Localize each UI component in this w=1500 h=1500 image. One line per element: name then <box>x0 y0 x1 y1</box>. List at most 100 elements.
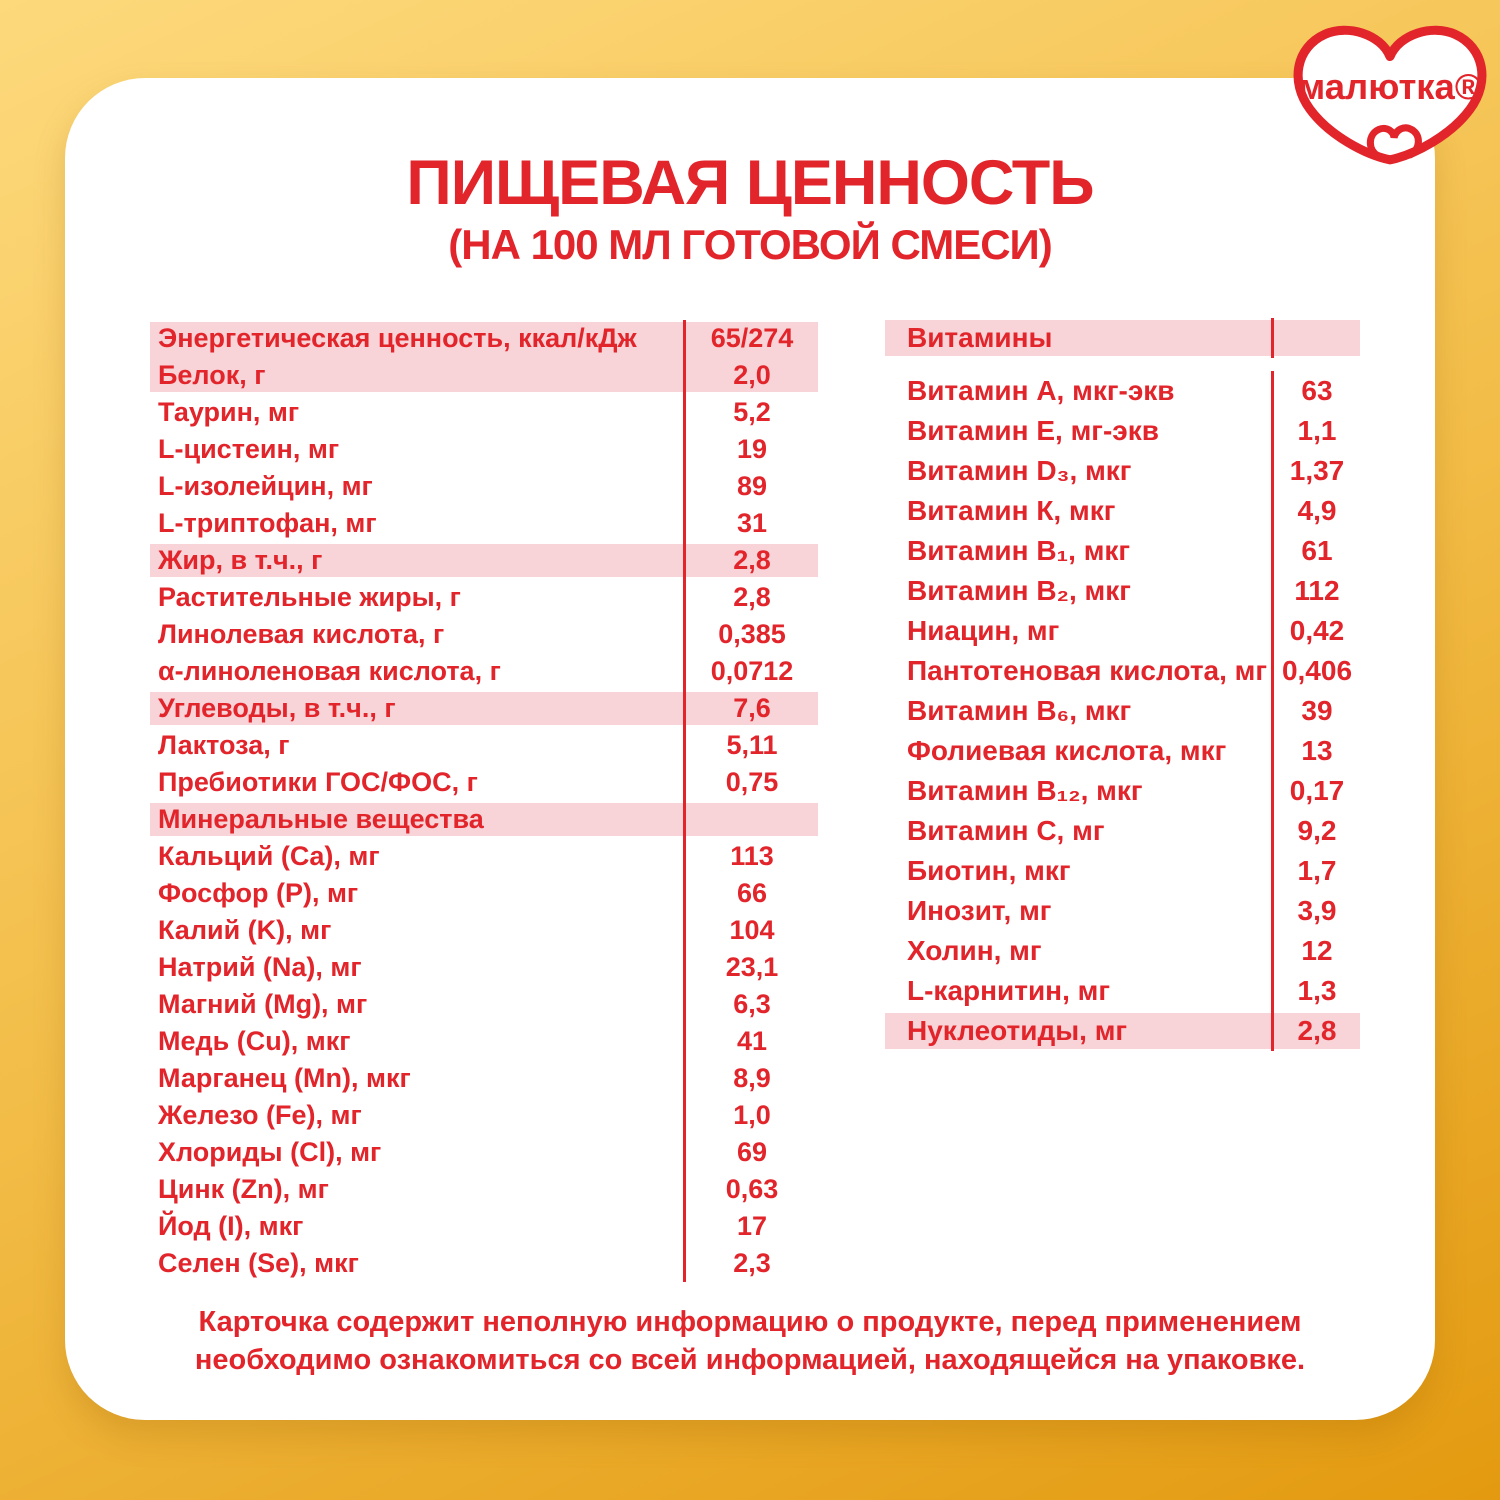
table-row: Нуклеотиды, мг 2,8 <box>885 1011 1360 1051</box>
heart-icon <box>1293 25 1487 165</box>
table-row: Кальций (Ca), мг 113 <box>150 838 818 875</box>
table-row: Хлориды (Cl), мг 69 <box>150 1134 818 1171</box>
row-label: Витамин D₃, мкг <box>907 455 1132 486</box>
row-value: 12 <box>1271 931 1360 971</box>
row-label: Хлориды (Cl), мг <box>158 1137 382 1167</box>
row-value: 1,3 <box>1271 971 1360 1011</box>
table-row: Линолевая кислота, г 0,385 <box>150 616 818 653</box>
row-value: 2,3 <box>683 1245 818 1282</box>
row-value: 112 <box>1271 571 1360 611</box>
table-row: Витамин D₃, мкг 1,37 <box>885 451 1360 491</box>
row-label: Йод (I), мкг <box>158 1211 304 1241</box>
table-row: Инозит, мг 3,9 <box>885 891 1360 931</box>
table-row: Витамин Е, мг-экв 1,1 <box>885 411 1360 451</box>
table-row: Пантотеновая кислота, мг 0,406 <box>885 651 1360 691</box>
table-row: Биотин, мкг 1,7 <box>885 851 1360 891</box>
row-value <box>683 801 818 838</box>
table-row: Холин, мг 12 <box>885 931 1360 971</box>
row-label: Холин, мг <box>907 935 1042 966</box>
row-value: 2,0 <box>683 357 818 394</box>
row-label: Витамин А, мкг-экв <box>907 375 1175 406</box>
row-label: Витамин В₆, мкг <box>907 695 1132 726</box>
table-row: Витамины <box>885 318 1360 358</box>
row-label: Витамин В₂, мкг <box>907 575 1131 606</box>
row-label: L-изолейцин, мг <box>158 471 373 501</box>
row-value: 4,9 <box>1271 491 1360 531</box>
row-label: Ниацин, мг <box>907 615 1060 646</box>
row-value: 104 <box>683 912 818 949</box>
row-label: Железо (Fe), мг <box>158 1100 362 1130</box>
table-row: Энергетическая ценность, ккал/кДж 65/274 <box>150 320 818 357</box>
row-value: 0,63 <box>683 1171 818 1208</box>
row-label: Витамин К, мкг <box>907 495 1116 526</box>
row-label: Растительные жиры, г <box>158 582 461 612</box>
row-label: Инозит, мг <box>907 895 1052 926</box>
table-row: Витамин А, мкг-экв 63 <box>885 371 1360 411</box>
table-row: Лактоза, г 5,11 <box>150 727 818 764</box>
row-value: 41 <box>683 1023 818 1060</box>
table-row: Жир, в т.ч., г 2,8 <box>150 542 818 579</box>
row-label: L-триптофан, мг <box>158 508 377 538</box>
row-label: Калий (K), мг <box>158 915 332 945</box>
row-value: 2,8 <box>683 579 818 616</box>
table-row: Таурин, мг 5,2 <box>150 394 818 431</box>
table-row: L-цистеин, мг 19 <box>150 431 818 468</box>
row-label: L-цистеин, мг <box>158 434 340 464</box>
row-value: 1,0 <box>683 1097 818 1134</box>
row-label: Линолевая кислота, г <box>158 619 445 649</box>
row-label: Кальций (Ca), мг <box>158 841 380 871</box>
row-label: Пантотеновая кислота, мг <box>907 655 1268 686</box>
row-label: α-линоленовая кислота, г <box>158 656 501 686</box>
row-value: 5,2 <box>683 394 818 431</box>
row-label: Минеральные вещества <box>158 804 484 834</box>
row-label: Лактоза, г <box>158 730 290 760</box>
row-label: Таурин, мг <box>158 397 300 427</box>
row-label: Селен (Se), мкг <box>158 1248 359 1278</box>
row-value: 69 <box>683 1134 818 1171</box>
row-value: 113 <box>683 838 818 875</box>
row-value: 0,75 <box>683 764 818 801</box>
row-value: 31 <box>683 505 818 542</box>
table-row: Фолиевая кислота, мкг 13 <box>885 731 1360 771</box>
row-value: 7,6 <box>683 690 818 727</box>
page-title: ПИЩЕВАЯ ЦЕННОСТЬ <box>406 148 1094 218</box>
table-row: Медь (Cu), мкг 41 <box>150 1023 818 1060</box>
row-label: Биотин, мкг <box>907 855 1071 886</box>
row-value: 9,2 <box>1271 811 1360 851</box>
page-subtitle: (НА 100 МЛ ГОТОВОЙ СМЕСИ) <box>448 221 1052 268</box>
table-row: Витамин С, мг 9,2 <box>885 811 1360 851</box>
row-label: Фолиевая кислота, мкг <box>907 735 1227 766</box>
row-value: 66 <box>683 875 818 912</box>
table-row: Витамин В₂, мкг 112 <box>885 571 1360 611</box>
table-row: Железо (Fe), мг 1,0 <box>150 1097 818 1134</box>
table-row: Углеводы, в т.ч., г 7,6 <box>150 690 818 727</box>
row-value <box>1271 318 1360 358</box>
disclaimer-text: Карточка содержит неполную информацию о … <box>0 1303 1500 1379</box>
row-label: Витамины <box>907 322 1053 353</box>
table-row: Витамин К, мкг 4,9 <box>885 491 1360 531</box>
table-row: Пребиотики ГОС/ФОС, г 0,75 <box>150 764 818 801</box>
row-label: Энергетическая ценность, ккал/кДж <box>158 323 637 353</box>
row-label: Пребиотики ГОС/ФОС, г <box>158 767 478 797</box>
row-value: 39 <box>1271 691 1360 731</box>
table-row: Натрий (Na), мг 23,1 <box>150 949 818 986</box>
row-value: 0,17 <box>1271 771 1360 811</box>
row-value: 17 <box>683 1208 818 1245</box>
table-row: Марганец (Mn), мкг 8,9 <box>150 1060 818 1097</box>
table-row: α-линоленовая кислота, г 0,0712 <box>150 653 818 690</box>
disclaimer-line-2: необходимо ознакомиться со всей информац… <box>194 1344 1306 1376</box>
row-value: 63 <box>1271 371 1360 411</box>
table-row: Селен (Se), мкг 2,3 <box>150 1245 818 1282</box>
row-label: Нуклеотиды, мг <box>907 1015 1128 1046</box>
row-label: Витамин С, мг <box>907 815 1105 846</box>
row-label: Витамин Е, мг-экв <box>907 415 1159 446</box>
table-row: Магний (Mg), мг 6,3 <box>150 986 818 1023</box>
table-row: L-триптофан, мг 31 <box>150 505 818 542</box>
row-label: Медь (Cu), мкг <box>158 1026 351 1056</box>
row-value: 0,406 <box>1271 651 1360 691</box>
row-label: Витамин В₁₂, мкг <box>907 775 1143 806</box>
table-row: Витамин В₆, мкг 39 <box>885 691 1360 731</box>
row-value: 0,0712 <box>683 653 818 690</box>
row-value: 3,9 <box>1271 891 1360 931</box>
